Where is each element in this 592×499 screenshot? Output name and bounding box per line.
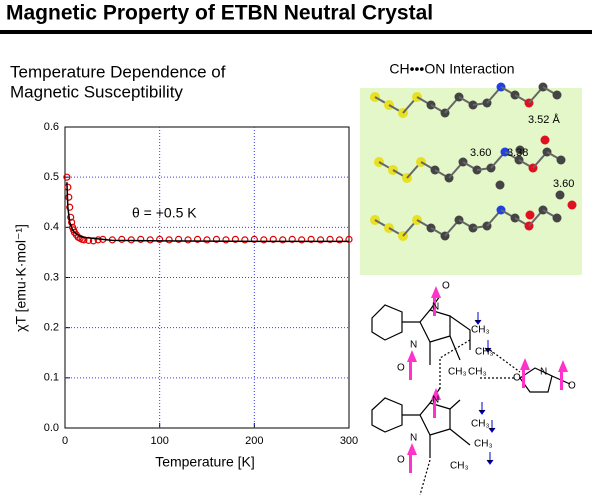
- distance-label: 3.52 Å: [528, 113, 560, 126]
- data-point: [184, 236, 192, 244]
- atom-label: CH₃: [474, 439, 493, 450]
- x-tick-label: 300: [340, 435, 358, 447]
- atom-label: N: [432, 302, 439, 313]
- y-tick-label: 0.6: [44, 121, 59, 133]
- distance-label: 3.60: [553, 178, 574, 190]
- y-tick-label: 0.1: [44, 372, 59, 384]
- data-point: [241, 236, 249, 244]
- data-point: [175, 235, 183, 243]
- data-point: [67, 213, 75, 221]
- atom: [525, 210, 535, 220]
- atom-label: O: [568, 381, 576, 392]
- atom: [540, 135, 550, 145]
- data-point: [345, 235, 353, 243]
- atom: [552, 90, 562, 100]
- data-point: [326, 235, 334, 243]
- atom-label: N: [410, 340, 417, 351]
- atom-label: CH₃: [475, 347, 494, 358]
- atom-label: O: [513, 373, 521, 384]
- panel-title: CH•••ON Interaction: [389, 61, 514, 77]
- distance-label: 3.38: [507, 147, 528, 159]
- y-tick-label: 0.3: [44, 271, 59, 283]
- atom-label: N: [410, 433, 417, 444]
- diagram-labels: O N N O CH₃ CH₃ CH₃ CH₃ O N O N N O CH₃ …: [397, 281, 576, 472]
- distance-label: 3.60: [470, 147, 491, 159]
- chart-title: Magnetic Susceptibility: [10, 82, 183, 101]
- data-point: [156, 235, 164, 243]
- atom-label: CH₃: [450, 461, 469, 472]
- y-tick-label: 0.5: [44, 171, 59, 183]
- x-tick-label: 100: [150, 435, 168, 447]
- data-point: [279, 236, 287, 244]
- atom-label: CH₃: [468, 367, 487, 378]
- data-point: [203, 236, 211, 244]
- atom: [552, 213, 562, 223]
- data-point: [298, 236, 306, 244]
- data-point: [165, 236, 173, 244]
- data-point: [212, 235, 221, 243]
- atom-label: CH₃: [471, 325, 490, 336]
- crystal-structure: [370, 82, 577, 241]
- data-point: [222, 236, 230, 244]
- atom-label: CH₃: [448, 367, 467, 378]
- atom: [555, 190, 565, 200]
- y-tick-label: 0.4: [44, 221, 59, 233]
- data-point: [317, 236, 325, 244]
- atom-label: O: [397, 455, 405, 466]
- y-axis-label: χT [emu·K·mol⁻¹]: [13, 224, 29, 332]
- atom: [495, 180, 505, 190]
- data-point: [66, 203, 74, 211]
- atom: [556, 155, 566, 165]
- atom-label: O: [442, 281, 450, 292]
- spin-arrows: [407, 286, 568, 473]
- crystal-panel: [360, 88, 582, 275]
- data-point: [146, 236, 154, 244]
- data-point: [65, 193, 73, 201]
- data-point: [288, 235, 296, 243]
- title-rule: [0, 30, 592, 34]
- data-point: [63, 173, 71, 181]
- atom: [567, 200, 577, 210]
- slide-title: Magnetic Property of ETBN Neutral Crysta…: [6, 2, 433, 25]
- atom-label: CH₃: [471, 419, 490, 430]
- atom-label: O: [397, 363, 405, 374]
- atom: [515, 145, 525, 155]
- data-point: [307, 235, 315, 243]
- x-axis-label: Temperature [K]: [155, 454, 255, 470]
- annotation: θ = +0.5 K: [132, 205, 197, 221]
- x-tick-label: 200: [245, 435, 263, 447]
- y-tick-label: 0.0: [44, 422, 59, 434]
- data-point: [118, 235, 126, 243]
- chart-title: Temperature Dependence of: [10, 62, 226, 81]
- x-tick-label: 0: [62, 435, 68, 447]
- atom-label: N: [540, 367, 547, 378]
- atom-label: N: [432, 395, 439, 406]
- y-tick-label: 0.2: [44, 322, 59, 334]
- data-point: [231, 235, 239, 243]
- data-point: [250, 235, 258, 243]
- small-spin-arrows: [474, 312, 496, 465]
- data-point: [260, 236, 268, 244]
- data-point: [137, 235, 145, 243]
- data-point: [269, 235, 277, 243]
- data-point: [193, 235, 202, 243]
- fit-line: [66, 182, 349, 243]
- data-point: [335, 236, 344, 244]
